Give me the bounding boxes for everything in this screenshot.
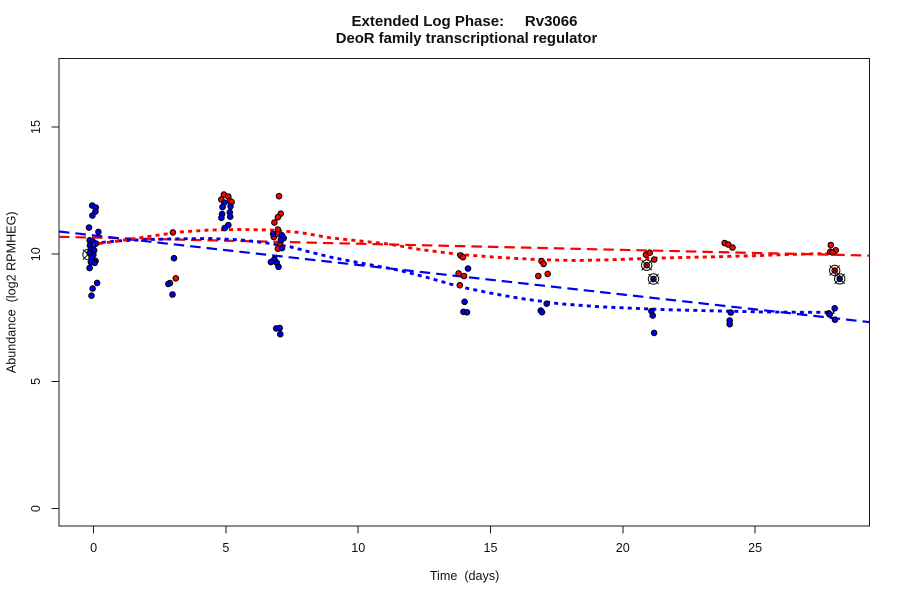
svg-text:15: 15 [29,120,43,134]
svg-text:Abundance (log2 RPMHEG): Abundance (log2 RPMHEG) [5,211,19,373]
svg-text:15: 15 [483,541,497,555]
svg-text:0: 0 [90,541,97,555]
svg-text:DeoR family transcriptional re: DeoR family transcriptional regulator [336,31,598,47]
svg-text:10: 10 [29,247,43,261]
svg-text:10: 10 [351,541,365,555]
svg-text:5: 5 [29,378,43,385]
svg-text:0: 0 [29,505,43,512]
svg-text:Time (days): Time (days) [430,569,500,583]
svg-text:25: 25 [748,541,762,555]
svg-text:20: 20 [616,541,630,555]
svg-text:5: 5 [222,541,229,555]
svg-text:Extended Log Phase: Rv3066: Extended Log Phase: Rv3066 [352,13,578,30]
